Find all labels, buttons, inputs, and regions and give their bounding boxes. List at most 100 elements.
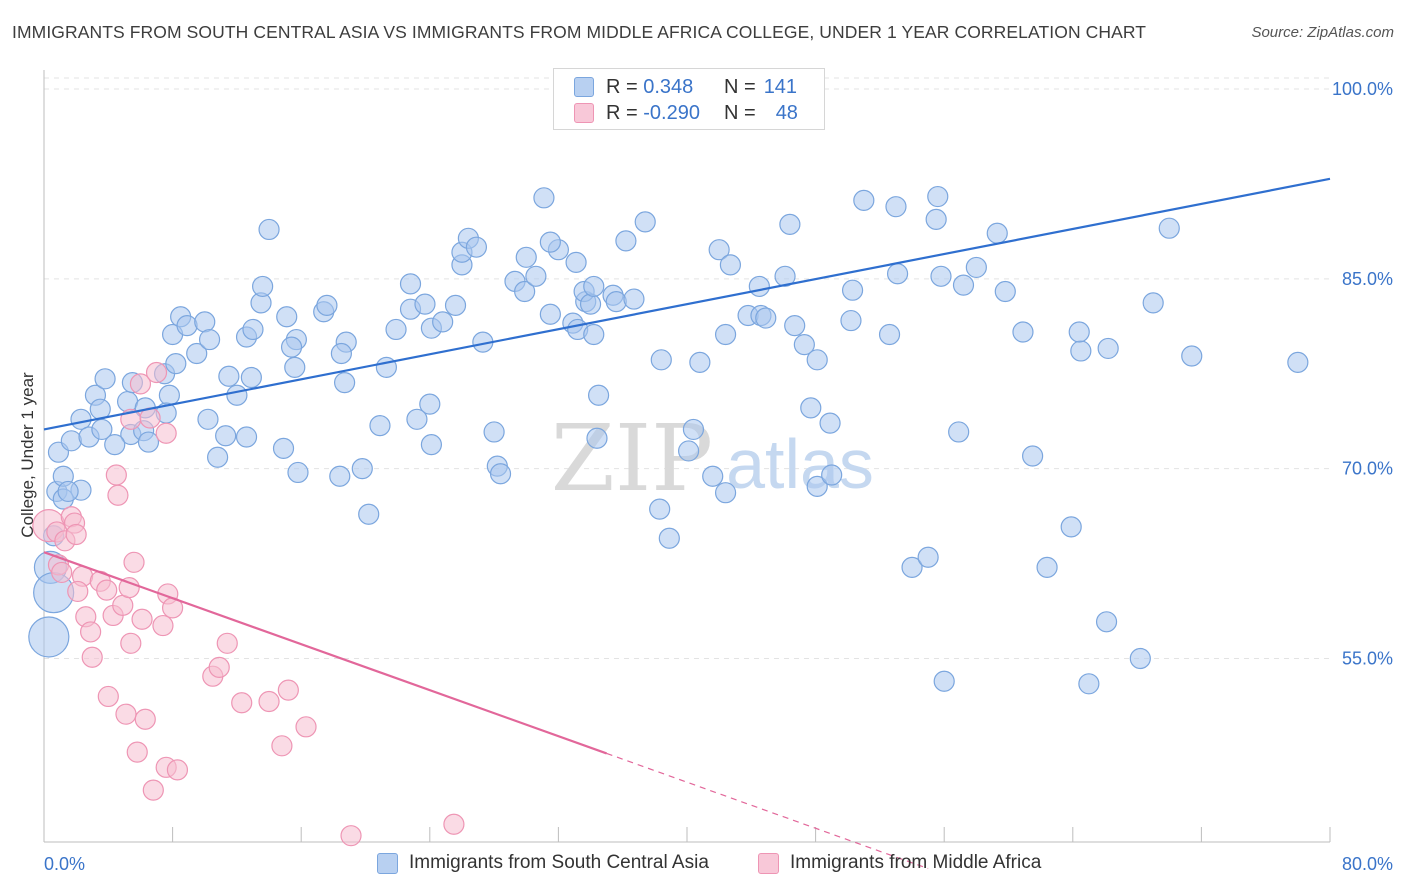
blue-trendline — [43, 177, 1331, 431]
legend-row-middle-africa: R = -0.290 N = 48 — [574, 101, 798, 125]
blue-point — [930, 265, 952, 287]
r-label: R = — [606, 101, 638, 124]
blue-point — [952, 274, 975, 296]
pink-point — [208, 656, 230, 678]
blue-point — [649, 498, 671, 520]
blue-point — [901, 556, 923, 578]
blue-point — [539, 231, 561, 253]
blue-point — [714, 482, 737, 504]
pink-trendline-extension — [606, 752, 929, 870]
blue-point — [329, 465, 351, 487]
blue-point — [432, 311, 454, 333]
blue-point — [284, 356, 306, 379]
trendlines — [43, 177, 1331, 870]
blue-point — [1158, 217, 1180, 239]
blue-point — [774, 265, 796, 287]
blue-point — [1078, 673, 1100, 695]
blue-point — [369, 415, 391, 437]
blue-swatch-icon — [377, 852, 398, 874]
y-tick-label: 55.0% — [1342, 648, 1393, 668]
r-value: -0.290 — [643, 101, 700, 124]
blue-point — [565, 251, 587, 273]
r-value: 0.348 — [643, 75, 694, 98]
blue-point — [258, 218, 280, 241]
pink-point — [81, 646, 103, 668]
blue-point — [60, 430, 82, 452]
series-legend: Immigrants from South Central Asia Immig… — [0, 852, 1406, 878]
blue-point — [287, 461, 309, 484]
blue-point — [489, 463, 512, 485]
axes — [43, 70, 1331, 843]
blue-point — [800, 397, 822, 419]
pink-point — [152, 614, 174, 637]
blue-point — [218, 365, 240, 387]
blue-point — [994, 280, 1016, 303]
blue-point — [280, 336, 303, 358]
blue-point — [198, 328, 221, 351]
pink-point — [118, 577, 140, 599]
blue-point — [1012, 321, 1034, 343]
pink-point — [443, 813, 465, 835]
blue-point — [719, 254, 742, 276]
blue-point — [420, 434, 443, 456]
blue-point — [240, 366, 262, 389]
pink-point — [131, 608, 153, 630]
blue-point — [1097, 337, 1119, 360]
blue-point — [276, 306, 298, 328]
blue-point — [1068, 321, 1090, 343]
pink-point — [97, 685, 119, 708]
blue-point — [615, 230, 637, 252]
blue-point — [948, 421, 970, 443]
pink-point — [340, 825, 362, 847]
pink-point — [96, 579, 118, 601]
blue-point — [70, 408, 92, 430]
pink-point — [155, 422, 177, 444]
pink-point — [166, 759, 189, 781]
blue-point — [623, 288, 645, 310]
blue-point — [1070, 340, 1092, 362]
blue-point — [358, 503, 380, 525]
blue-point — [176, 315, 198, 337]
blue-point — [385, 318, 407, 341]
n-label: N = — [724, 75, 756, 98]
legend-label: Immigrants from Middle Africa — [790, 852, 1042, 873]
blue-point — [927, 185, 949, 208]
blue-point — [885, 196, 907, 218]
pink-point — [107, 484, 129, 506]
blue-point — [94, 368, 116, 390]
pink-point — [65, 523, 87, 546]
n-label: N = — [724, 101, 756, 124]
blue-point — [702, 465, 724, 487]
pink-point — [129, 373, 152, 395]
blue-point — [748, 275, 770, 298]
blue-point — [933, 670, 955, 692]
blue-point — [841, 279, 864, 301]
source-label: Source: ZipAtlas.com — [1251, 24, 1394, 41]
pink-point — [126, 741, 148, 763]
legend-item-middle-africa: Immigrants from Middle Africa — [758, 852, 1041, 874]
blue-point — [819, 412, 841, 434]
blue-point — [583, 323, 605, 346]
blue-point — [1129, 647, 1151, 670]
pink-trendline — [43, 551, 607, 755]
blue-point — [708, 239, 730, 261]
blue-point — [197, 408, 219, 430]
pink-swatch-icon — [758, 852, 779, 874]
pink-point — [80, 621, 102, 643]
blue-point — [1060, 516, 1082, 538]
blue-point — [414, 293, 436, 315]
blue-point — [351, 458, 373, 480]
pink-point — [134, 708, 156, 730]
chart-title: IMMIGRANTS FROM SOUTH CENTRAL ASIA VS IM… — [12, 22, 1147, 42]
pink-point — [145, 361, 168, 384]
legend-row-south-central-asia: R = 0.348 N = 141 — [574, 75, 797, 99]
blue-point — [821, 464, 843, 486]
blue-point — [1022, 445, 1044, 467]
blue-point — [853, 189, 875, 211]
blue-point — [806, 349, 828, 371]
r-label: R = — [606, 75, 638, 98]
blue-point — [806, 475, 828, 497]
pink-point — [67, 580, 89, 603]
y-axis-label: College, Under 1 year — [18, 372, 37, 538]
